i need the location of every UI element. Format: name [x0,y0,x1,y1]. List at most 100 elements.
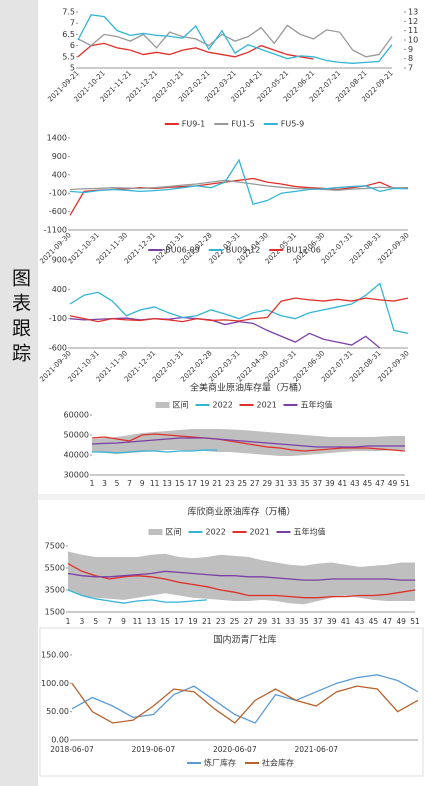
x-tick-label: 49 [396,617,406,626]
side-label: 图表跟踪 [9,268,31,368]
y-tick-label: -600 [49,344,67,353]
x-tick-label: 17 [174,617,184,626]
x-tick-label: 17 [187,479,197,488]
series-line [69,297,409,323]
chart-title: 全美商业原油库存量（万桶） [190,382,307,394]
legend-label: 五年均值 [294,527,326,537]
series-line [77,24,393,58]
y-tick-label: 100.00 [41,679,69,688]
y-tick-label: 60000 [64,411,89,420]
x-tick-label: 27 [244,617,254,626]
x-tick-label: 39 [325,479,335,488]
x-tick-label: 3 [79,617,84,626]
x-tick-label: 9 [140,479,145,488]
x-tick-label: 3 [102,479,107,488]
x-tick-label: 35 [300,479,310,488]
y-tick-label: 50000 [64,431,89,440]
x-tick-label: 13 [147,617,157,626]
x-tick-label: 47 [382,617,392,626]
x-tick-label: 51 [400,479,410,488]
y-tick-label: 400 [52,170,67,179]
series-line [67,570,415,581]
x-tick-label: 15 [175,479,185,488]
chart-title: 国内沥青厂社库 [213,634,276,646]
series-line [67,589,207,604]
y2-tick-label: 7 [408,64,413,73]
y-tick-label: 50.00 [46,707,69,716]
y2-tick-label: 9 [408,45,413,54]
chart-frame [39,627,424,777]
legend-label: BU09-12 [226,246,261,255]
y2-tick-label: 8 [408,54,413,63]
y-tick-label: 1400 [47,134,67,143]
y-tick-label: 6 [70,41,75,50]
x-tick-label: 15 [160,617,170,626]
y-tick-label: 1500 [45,608,65,617]
y2-tick-label: 13 [408,8,418,17]
x-tick-label: 21 [202,617,212,626]
legend-label: 五年均值 [301,400,333,410]
y-tick-label: 900 [52,152,67,161]
x-tick-label: 31 [271,617,281,626]
y-tick-label: -1100 [44,226,67,235]
x-tick-label: 1 [66,617,71,626]
series-line [71,674,419,724]
legend-label: 2022 [206,528,226,537]
y-tick-label: -100 [49,314,67,323]
x-tick-label: 33 [288,479,298,488]
x-tick-label: 11 [150,479,160,488]
series-line [77,42,314,60]
y2-tick-label: 10 [408,36,418,45]
legend-label: 区间 [166,528,182,537]
x-tick-label: 41 [341,617,351,626]
y2-tick-label: 12 [408,17,418,26]
y-tick-label: 5.5 [62,52,75,61]
legend-swatch [155,402,170,408]
y-tick-label: 150.00 [41,651,69,660]
side-strip [0,0,38,786]
y-tick-label: 7500 [45,542,65,551]
legend-label: 区间 [173,401,189,410]
x-tick-label: 7 [107,617,112,626]
legend-label: FU1-5 [231,120,255,129]
x-tick-label: 2021-06-07 [294,745,338,754]
legend-label: 炼厂库存 [204,758,236,768]
x-tick-label: 19 [188,617,198,626]
x-tick-label: 27 [250,479,260,488]
x-tick-label: 11 [133,617,143,626]
y-tick-label: 6.5 [62,30,75,39]
x-tick-label: 31 [275,479,285,488]
x-tick-label: 37 [313,479,323,488]
legend-label: 2021 [250,528,270,537]
x-tick-label: 43 [350,479,360,488]
x-tick-label: 2019-06-07 [132,745,176,754]
y-tick-label: 900 [52,256,67,265]
x-tick-label: 29 [263,479,273,488]
series-line [69,158,409,206]
x-tick-label: 21 [212,479,222,488]
y2-tick-label: 11 [408,26,418,35]
legend-swatch [148,529,163,535]
y-tick-label: 5500 [45,564,65,573]
y-tick-label: -100 [49,189,67,198]
chart-title: 库欣商业原油库存（万桶） [187,506,295,518]
series-line [92,449,218,454]
y-tick-label: 7 [70,19,75,28]
x-tick-label: 35 [299,617,309,626]
x-tick-label: 9 [121,617,126,626]
x-tick-label: 2020-06-07 [213,745,257,754]
series-line [69,282,409,334]
x-tick-label: 25 [230,617,240,626]
x-tick-label: 19 [200,479,210,488]
legend-label: 社会库存 [262,758,294,768]
x-tick-label: 33 [285,617,295,626]
x-tick-label: 29 [258,617,268,626]
x-tick-label: 49 [388,479,398,488]
series-line [91,433,406,452]
y-tick-label: 5 [70,64,75,73]
x-tick-label: 1 [90,479,95,488]
series-line [91,437,405,448]
legend-label: 2021 [257,401,277,410]
x-tick-label: 37 [313,617,323,626]
